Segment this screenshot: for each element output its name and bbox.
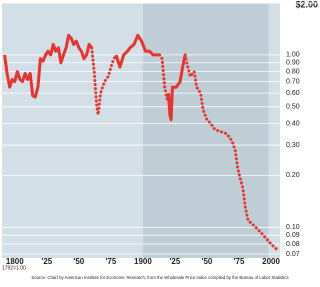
y-tick-label: 0.30 xyxy=(286,142,300,149)
x-tick-label: '25 xyxy=(41,257,52,266)
x-tick-label: '25 xyxy=(170,257,181,266)
y-tick-label: 0.90 xyxy=(286,60,300,67)
y-tick-label: 0.08 xyxy=(286,241,300,248)
y-tick-label: 0.40 xyxy=(286,120,300,127)
base-note: 1792=1.00 xyxy=(2,265,26,271)
dotted-line xyxy=(90,46,278,251)
x-tick-label: 1800 xyxy=(6,257,24,266)
shaded-period xyxy=(142,3,269,258)
y-tick-label: 0.20 xyxy=(286,172,300,179)
y-tick-label: 0.07 xyxy=(286,251,300,258)
x-tick-label: 1900 xyxy=(134,257,152,266)
solid-line xyxy=(3,33,187,122)
chart-title: $2.00 xyxy=(295,0,318,9)
x-tick-label: '50 xyxy=(73,257,84,266)
source-note: Source: Chart by American Institute for … xyxy=(31,275,288,280)
y-tick-label: 0.60 xyxy=(286,90,300,97)
x-tick-label: '75 xyxy=(105,257,116,266)
y-tick-label: 1.00 xyxy=(286,52,300,59)
y-tick-label: 0.09 xyxy=(286,232,300,239)
y-tick-label: 0.10 xyxy=(286,224,300,231)
y-tick-label: 0.70 xyxy=(286,78,300,85)
y-tick-label: 0.80 xyxy=(286,68,300,75)
x-tick-label: '50 xyxy=(202,257,213,266)
x-tick-label: '75 xyxy=(234,257,245,266)
y-tick-label: 0.50 xyxy=(286,104,300,111)
x-tick-label: 2000 xyxy=(262,257,280,266)
